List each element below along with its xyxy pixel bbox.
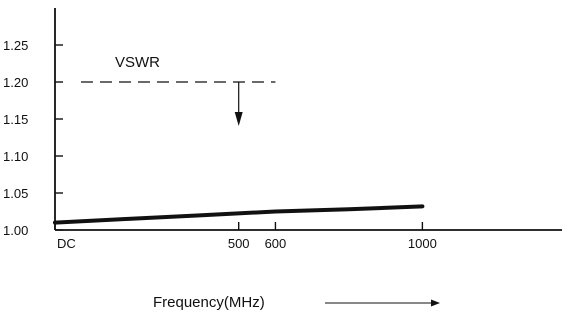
x-ticks: DC 500 600 1000 [54,222,437,251]
y-tick-label-2: 1.10 [3,149,28,164]
y-tick-label-5: 1.25 [3,38,28,53]
x-axis-title-arrow-head [431,299,440,307]
vswr-limit-annotation: VSWR [81,54,276,126]
vswr-series-line-0 [53,204,425,225]
vswr-label: VSWR [115,54,160,71]
series-layer [53,204,425,225]
x-tick-label-1: 500 [228,236,250,251]
y-tick-label-4: 1.20 [3,75,28,90]
chart-axes [54,8,562,231]
x-axis-title: Frequency(MHz) [153,294,265,311]
x-axis-title-group: Frequency(MHz) [153,294,440,311]
y-ticks: 1.00 1.05 1.10 1.15 1.20 1.25 [3,38,63,238]
y-tick-label-0: 1.00 [3,223,28,238]
y-tick-label-1: 1.05 [3,186,28,201]
x-tick-label-2: 600 [265,236,287,251]
limit-arrow-head [234,112,243,126]
x-tick-label-0: DC [57,236,76,251]
y-tick-label-3: 1.15 [3,112,28,127]
x-tick-label-3: 1000 [408,236,437,251]
